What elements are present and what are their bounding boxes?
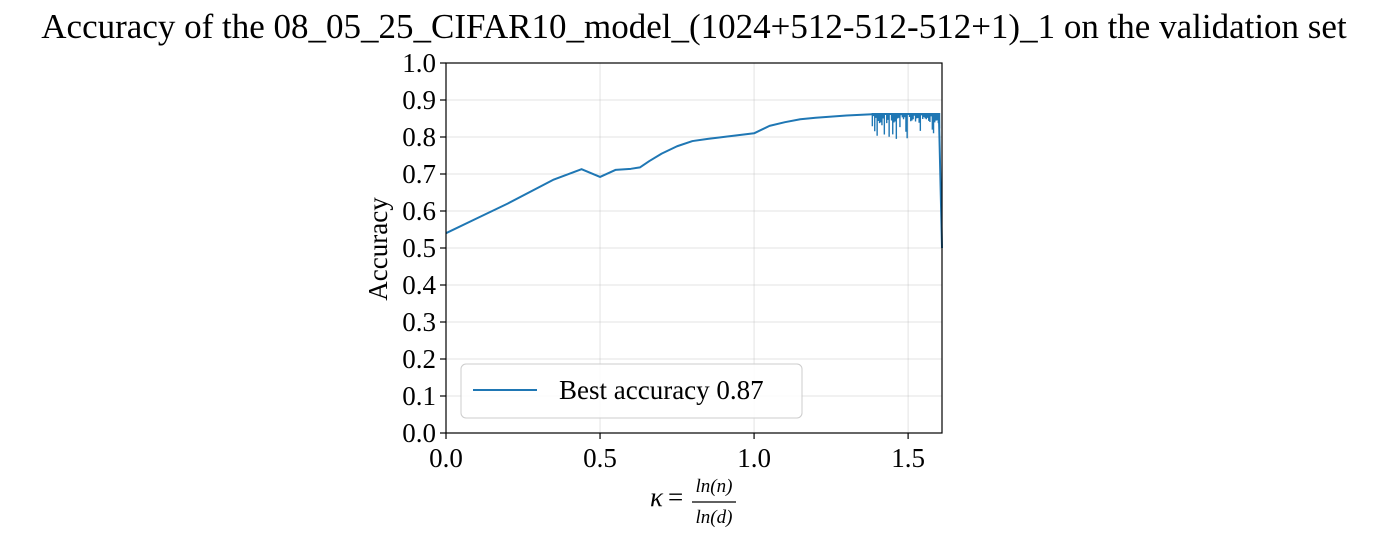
chart-title: Accuracy of the 08_05_25_CIFAR10_model_(… — [41, 7, 1347, 46]
y-tick-label: 1.0 — [402, 48, 436, 78]
y-tick-label: 0.4 — [402, 270, 436, 300]
legend-box — [460, 363, 803, 419]
ticks: 0.0 0.5 1.0 1.5 0.0 0.1 0.2 0.3 0.4 0.5 0.6 0.7 0.8 0… — [402, 48, 925, 473]
y-tick-label: 0.3 — [402, 307, 436, 337]
series-layer — [445, 112, 943, 249]
legend-label: Best accuracy 0.87 — [559, 375, 764, 405]
y-tick-label: 0.2 — [402, 344, 436, 374]
x-tick-label: 0.5 — [583, 443, 617, 473]
y-axis-label: Accuracy — [363, 197, 393, 301]
y-tick-label: 0.0 — [402, 418, 436, 448]
series-line — [445, 113, 943, 249]
x-tick-label: 1.5 — [891, 443, 925, 473]
x-tick-label: 1.0 — [737, 443, 771, 473]
x-axis-equals: = — [668, 482, 683, 512]
series-noise-band — [871, 112, 941, 139]
x-axis-kappa: κ — [650, 482, 664, 512]
y-tick-label: 0.5 — [402, 233, 436, 263]
y-tick-label: 0.9 — [402, 85, 436, 115]
y-tick-label: 0.1 — [402, 381, 436, 411]
y-tick-label: 0.8 — [402, 122, 436, 152]
y-tick-label: 0.6 — [402, 196, 436, 226]
x-tick-label: 0.0 — [429, 443, 463, 473]
y-tick-label: 0.7 — [402, 159, 436, 189]
legend: Best accuracy 0.87 — [460, 363, 803, 419]
x-axis-label: κ = ln(n) ln(d) — [650, 476, 736, 528]
x-axis-numerator: ln(n) — [696, 476, 733, 497]
x-axis-denominator: ln(d) — [696, 507, 733, 528]
